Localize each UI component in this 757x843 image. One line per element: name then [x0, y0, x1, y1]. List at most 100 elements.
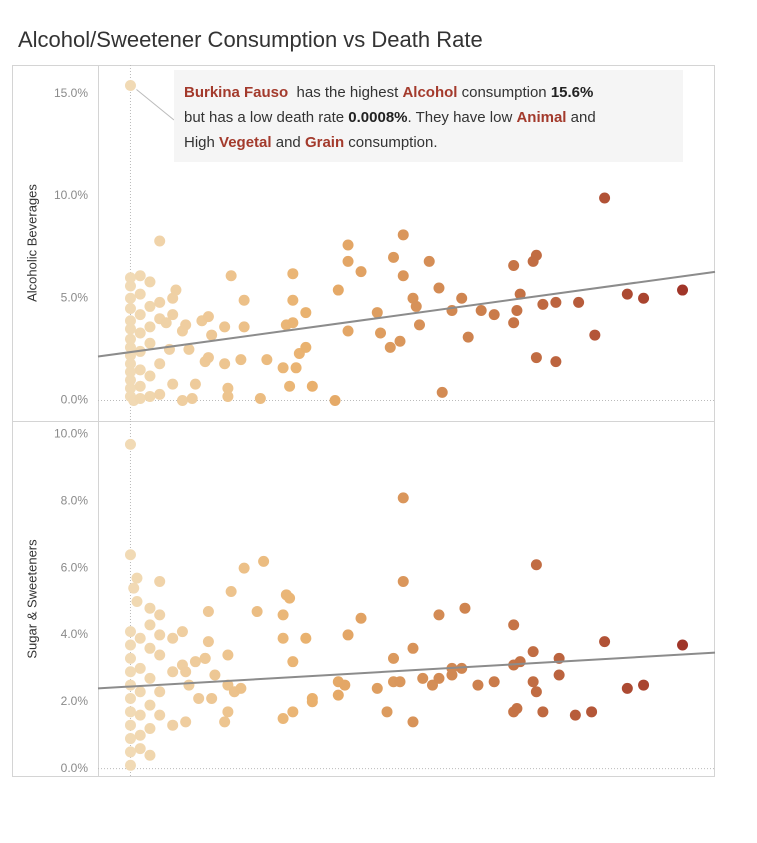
data-point — [394, 676, 406, 688]
data-point — [384, 341, 396, 353]
data-point — [472, 679, 484, 691]
data-point — [410, 300, 422, 312]
data-point — [417, 672, 429, 684]
data-point — [530, 352, 542, 364]
data-point — [144, 723, 156, 735]
data-point — [462, 331, 474, 343]
annotation-text: 0.0008% — [348, 109, 407, 126]
data-point — [397, 492, 409, 504]
data-point — [222, 706, 234, 718]
data-point — [167, 309, 179, 321]
data-point — [134, 729, 146, 741]
data-point — [134, 662, 146, 674]
data-point — [134, 364, 146, 376]
data-point — [134, 327, 146, 339]
data-point — [355, 612, 367, 624]
data-point — [300, 341, 312, 353]
data-point — [508, 619, 520, 631]
data-point — [342, 239, 354, 251]
data-point — [407, 642, 419, 654]
data-point — [488, 309, 500, 321]
data-point — [144, 602, 156, 614]
annotation-text: has the highest — [288, 84, 402, 101]
data-point — [154, 649, 166, 661]
data-point — [189, 378, 201, 390]
data-point — [206, 692, 218, 704]
data-point — [131, 596, 143, 608]
data-point — [258, 555, 270, 567]
data-point — [124, 719, 136, 731]
data-point — [189, 656, 201, 668]
data-point — [154, 686, 166, 698]
data-point — [124, 302, 136, 314]
annotation-text: . They have low — [408, 109, 517, 126]
data-point — [134, 709, 146, 721]
data-point — [144, 642, 156, 654]
data-point — [527, 676, 539, 688]
data-point — [124, 549, 136, 561]
data-point — [124, 374, 136, 386]
data-point — [550, 296, 562, 308]
data-point — [222, 649, 234, 661]
data-point — [527, 646, 539, 658]
annotation-text: and — [272, 134, 305, 151]
data-point — [167, 666, 179, 678]
data-point — [202, 311, 214, 323]
data-point — [569, 709, 581, 721]
data-point — [222, 390, 234, 402]
data-point — [329, 395, 341, 407]
data-point — [530, 686, 542, 698]
data-point — [124, 315, 136, 327]
annotation-text: consumption. — [344, 134, 437, 151]
data-point — [238, 321, 250, 333]
data-point — [180, 666, 192, 678]
data-point — [209, 669, 221, 681]
data-point — [277, 632, 289, 644]
chart-title: Alcohol/Sweetener Consumption vs Death R… — [18, 27, 483, 52]
data-point — [202, 352, 214, 364]
data-point — [433, 282, 445, 294]
data-point — [287, 706, 299, 718]
data-point — [371, 682, 383, 694]
data-point — [124, 666, 136, 678]
data-point — [433, 672, 445, 684]
data-point — [638, 679, 650, 691]
data-point — [144, 749, 156, 761]
data-point — [180, 319, 192, 331]
data-point — [154, 388, 166, 400]
data-point — [160, 317, 172, 329]
data-point — [144, 300, 156, 312]
data-point — [134, 632, 146, 644]
annotation-line: High Vegetal and Grain consumption. — [184, 134, 438, 151]
data-point — [537, 298, 549, 310]
data-point — [124, 333, 136, 345]
data-point — [342, 325, 354, 337]
data-point — [530, 559, 542, 571]
y-tick-label: 4.0% — [61, 627, 89, 641]
y-axis-title: Sugar & Sweeteners — [24, 539, 39, 659]
data-point — [287, 317, 299, 329]
data-point — [394, 335, 406, 347]
data-point — [144, 390, 156, 402]
annotation-text: Vegetal — [219, 134, 272, 151]
data-point — [251, 606, 263, 618]
data-point — [134, 270, 146, 282]
data-point — [511, 702, 523, 714]
annotation-text: and — [566, 109, 595, 126]
data-point — [167, 292, 179, 304]
data-point — [144, 672, 156, 684]
data-point — [199, 652, 211, 664]
data-point — [277, 362, 289, 374]
data-point — [154, 296, 166, 308]
data-point — [436, 386, 448, 398]
data-point — [144, 337, 156, 349]
data-point — [167, 719, 179, 731]
data-point — [154, 629, 166, 641]
data-point — [183, 343, 195, 355]
data-point — [677, 284, 689, 296]
annotation-box — [174, 70, 683, 162]
data-point — [176, 626, 188, 638]
data-point — [124, 79, 136, 91]
data-point — [456, 662, 468, 674]
